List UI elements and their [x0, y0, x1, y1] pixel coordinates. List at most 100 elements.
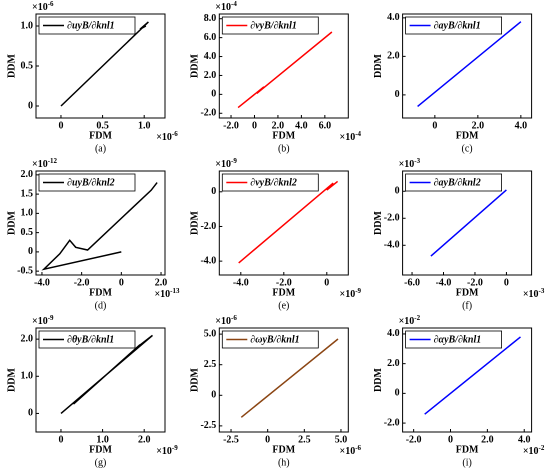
x-tick-label: -2.0: [74, 277, 90, 288]
legend-label: ∂uyB/∂knl1: [67, 20, 115, 31]
y-tick-label: 0.5: [21, 60, 34, 71]
axis-scale: ×10-9: [215, 157, 237, 171]
y-tick-label: 2.0: [387, 358, 400, 369]
x-tick-label: 2.0: [272, 120, 285, 131]
scale-base: ×10: [215, 159, 231, 170]
y-tick-label: 0: [28, 408, 33, 419]
y-tick-label: 2.0: [387, 51, 400, 62]
scale-exponent: -9: [231, 157, 237, 165]
x-tick-label: 0: [265, 434, 270, 445]
y-tick-label: 1.0: [21, 20, 34, 31]
data-line: [417, 21, 522, 107]
y-tick-label: 8.0: [204, 13, 217, 24]
panel: -4.0 -2.0 0-4.0-2.00FDMDDM×10-9×10-9(e)∂vy…: [190, 157, 362, 312]
scale-exponent: -9: [172, 444, 178, 452]
x-tick-label: 2.5: [298, 434, 311, 445]
axis-scale: ×10-9: [32, 314, 54, 328]
x-axis-label: FDM: [456, 130, 479, 141]
caption: (c): [462, 143, 473, 154]
scale-exponent: -4: [355, 130, 361, 138]
x-tick-label: 0: [448, 434, 453, 445]
x-tick-label: 0: [119, 277, 124, 288]
scale-exponent: -9: [48, 314, 54, 322]
scale-base: ×10: [340, 289, 356, 300]
legend-box: [38, 16, 136, 35]
axis-scale: ×10-12: [32, 157, 58, 171]
plot-frame: [35, 327, 166, 433]
x-tick-label: -2.0: [467, 277, 483, 288]
legend-label: ∂vyB/∂knl1: [250, 20, 297, 31]
caption: (e): [278, 300, 289, 311]
x-tick-label: -4.0: [34, 277, 50, 288]
scale-exponent: -12: [48, 157, 58, 165]
legend-label: ∂αyB/∂knl1: [434, 334, 482, 345]
axis-scale: ×10-2: [399, 314, 421, 328]
plot-frame: [35, 170, 166, 276]
scale-base: ×10: [340, 132, 356, 143]
axis-scale: ×10-6: [156, 130, 178, 144]
y-axis-label: DDM: [6, 211, 17, 235]
scale-base: ×10: [215, 2, 231, 13]
caption: (f): [462, 300, 472, 311]
x-tick-label: 0: [504, 277, 509, 288]
y-tick-label: 0: [211, 186, 216, 197]
scale-exponent: -4: [231, 0, 237, 8]
y-axis-label: DDM: [190, 211, 201, 235]
y-tick-label: 2.0: [21, 169, 34, 180]
y-tick-label: -2.0: [200, 108, 216, 119]
axis-scale: ×10-6: [340, 444, 362, 458]
data-line: [60, 21, 149, 107]
panel: 0 0.5 1.000.51.0FDMDDM×10-6×10-6(a)∂uyB/∂k…: [6, 0, 178, 154]
x-tick-label: 4.0: [515, 120, 528, 131]
panel: -6.0 -4.0 -2.0 0-4.0-2.00FDMDDM×10-3×10-3(f…: [373, 157, 545, 312]
legend-label: ∂uyB/∂knl2: [67, 177, 115, 188]
x-tick-label: 0: [252, 120, 257, 131]
x-tick-label: -6.0: [404, 277, 420, 288]
x-tick-label: 4.0: [295, 120, 308, 131]
y-axis-label: DDM: [190, 368, 201, 392]
x-tick-label: -2.5: [223, 434, 239, 445]
scale-exponent: -3: [414, 157, 420, 165]
axis-scale: ×10-13: [154, 287, 180, 301]
legend-box: [405, 330, 503, 349]
legend-box: [38, 173, 136, 192]
x-tick-label: 0: [58, 434, 63, 445]
x-tick-label: -2.0: [406, 434, 422, 445]
caption: (g): [95, 457, 107, 468]
legend-box: [38, 330, 136, 349]
x-tick-label: -4.0: [233, 277, 249, 288]
panel: 0 2.0 4.0 0 2.0 4.0 FDM DDM (c) ∂ayB/∂knl1: [373, 12, 533, 154]
scale-base: ×10: [523, 446, 539, 457]
plot-frame: [218, 327, 349, 433]
axis-scale: ×10-3: [523, 287, 545, 301]
panel: -4.0 -2.0 0 2.0-0.500.51.01.52.0FDMDDM×10-1…: [6, 157, 180, 312]
x-tick-label: -2.0: [276, 277, 292, 288]
x-tick-label: 2.0: [481, 434, 494, 445]
y-tick-label: 1.5: [21, 188, 34, 199]
scale-exponent: -6: [355, 444, 361, 452]
data-line: [424, 336, 521, 415]
axis-scale: ×10-9: [156, 444, 178, 458]
panel: -2.0 0 2.0 4.0 6.0 -2.0 0 2.0 4.0 6.0 8.0 FDM DDM ×10…: [190, 0, 362, 154]
x-axis-label: FDM: [89, 130, 112, 141]
x-axis-label: FDM: [272, 130, 295, 141]
x-tick-label: 2.0: [138, 434, 151, 445]
y-tick-label: 0: [395, 186, 400, 197]
y-axis-label: DDM: [6, 54, 17, 78]
scale-base: ×10: [154, 289, 170, 300]
x-tick-label: 1.0: [96, 434, 109, 445]
y-tick-label: 2.0: [21, 333, 34, 344]
scale-base: ×10: [340, 446, 356, 457]
x-axis-label: FDM: [89, 287, 112, 298]
scale-base: ×10: [32, 2, 48, 13]
y-tick-label: 0: [28, 100, 33, 111]
axis-scale: ×10-2: [523, 444, 545, 458]
x-axis-label: FDM: [272, 287, 295, 298]
x-tick-label: 1.0: [138, 120, 151, 131]
y-tick-label: -2.0: [384, 213, 400, 224]
y-tick-label: 0: [211, 89, 216, 100]
x-axis-label: FDM: [89, 444, 112, 455]
scale-base: ×10: [399, 159, 415, 170]
caption: (b): [278, 143, 290, 154]
